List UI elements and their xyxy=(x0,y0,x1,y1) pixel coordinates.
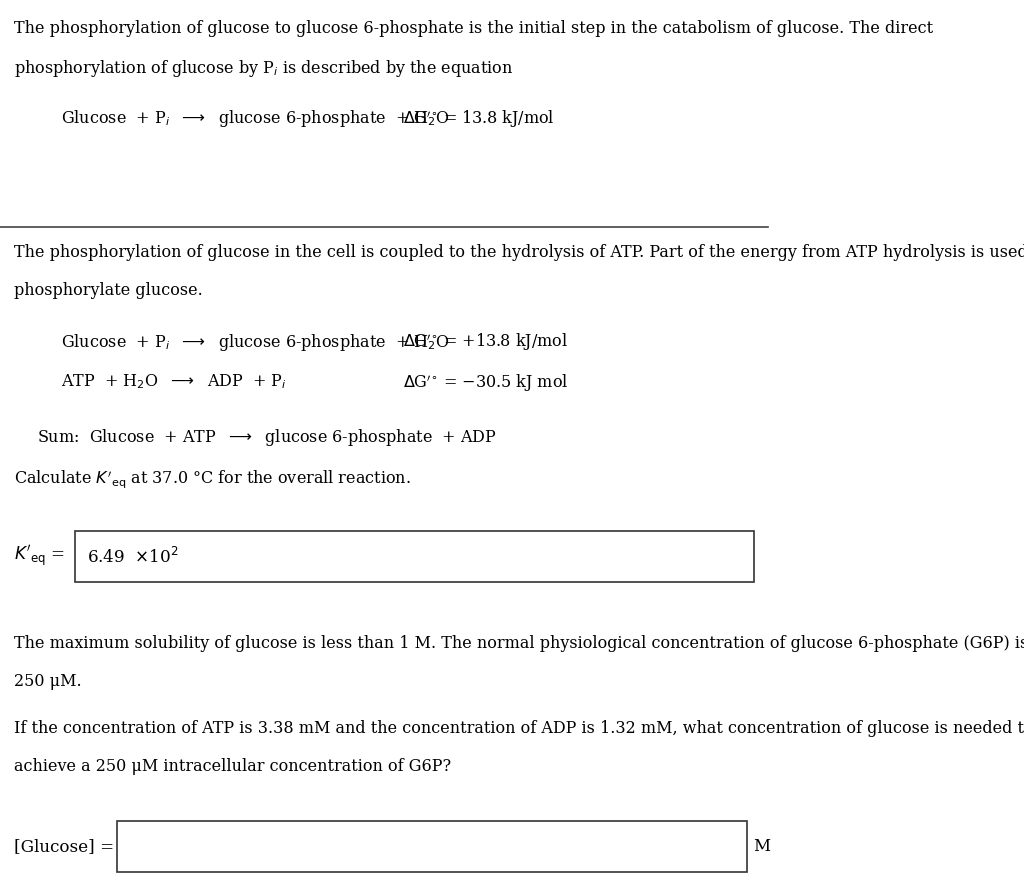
Text: 6.49  $\times$10$^{2}$: 6.49 $\times$10$^{2}$ xyxy=(87,547,178,566)
Bar xyxy=(76,531,755,582)
Text: ATP  + H$_{2}$O  $\longrightarrow$  ADP  + P$_{i}$: ATP + H$_{2}$O $\longrightarrow$ ADP + P… xyxy=(61,373,288,391)
Bar xyxy=(117,821,746,872)
Text: $\Delta$G$'$$^{\circ}$ = +13.8 kJ/mol: $\Delta$G$'$$^{\circ}$ = +13.8 kJ/mol xyxy=(403,332,568,353)
Text: achieve a 250 μM intracellular concentration of G6P?: achieve a 250 μM intracellular concentra… xyxy=(14,758,451,774)
Text: [Glucose] =: [Glucose] = xyxy=(14,838,114,855)
Text: M: M xyxy=(753,838,770,855)
Text: Sum:  Glucose  + ATP  $\longrightarrow$  glucose 6-phosphate  + ADP: Sum: Glucose + ATP $\longrightarrow$ glu… xyxy=(37,427,497,448)
Text: The maximum solubility of glucose is less than 1 M. The normal physiological con: The maximum solubility of glucose is les… xyxy=(14,635,1024,652)
Text: Glucose  + P$_{i}$  $\longrightarrow$  glucose 6-phosphate  + H$_{2}$O: Glucose + P$_{i}$ $\longrightarrow$ gluc… xyxy=(61,332,451,353)
Text: Glucose  + P$_{i}$  $\longrightarrow$  glucose 6-phosphate  + H$_{2}$O: Glucose + P$_{i}$ $\longrightarrow$ gluc… xyxy=(61,108,451,130)
Text: phosphorylate glucose.: phosphorylate glucose. xyxy=(14,282,203,299)
Text: 250 μM.: 250 μM. xyxy=(14,673,82,690)
Text: The phosphorylation of glucose to glucose 6-phosphate is the initial step in the: The phosphorylation of glucose to glucos… xyxy=(14,20,933,37)
Text: phosphorylation of glucose by P$_{i}$ is described by the equation: phosphorylation of glucose by P$_{i}$ is… xyxy=(14,58,513,79)
Text: The phosphorylation of glucose in the cell is coupled to the hydrolysis of ATP. : The phosphorylation of glucose in the ce… xyxy=(14,244,1024,261)
Text: Calculate $K'_{\mathrm{eq}}$ at 37.0 °C for the overall reaction.: Calculate $K'_{\mathrm{eq}}$ at 37.0 °C … xyxy=(14,468,411,490)
Text: $\Delta$G$'$$^{\circ}$ = 13.8 kJ/mol: $\Delta$G$'$$^{\circ}$ = 13.8 kJ/mol xyxy=(403,108,555,130)
Text: $\Delta$G$'$$^{\circ}$ = $-$30.5 kJ mol: $\Delta$G$'$$^{\circ}$ = $-$30.5 kJ mol xyxy=(403,373,568,394)
Text: $K'_{\mathrm{eq}}$ =: $K'_{\mathrm{eq}}$ = xyxy=(14,544,65,569)
Text: If the concentration of ATP is 3.38 mM and the concentration of ADP is 1.32 mM, : If the concentration of ATP is 3.38 mM a… xyxy=(14,720,1024,737)
